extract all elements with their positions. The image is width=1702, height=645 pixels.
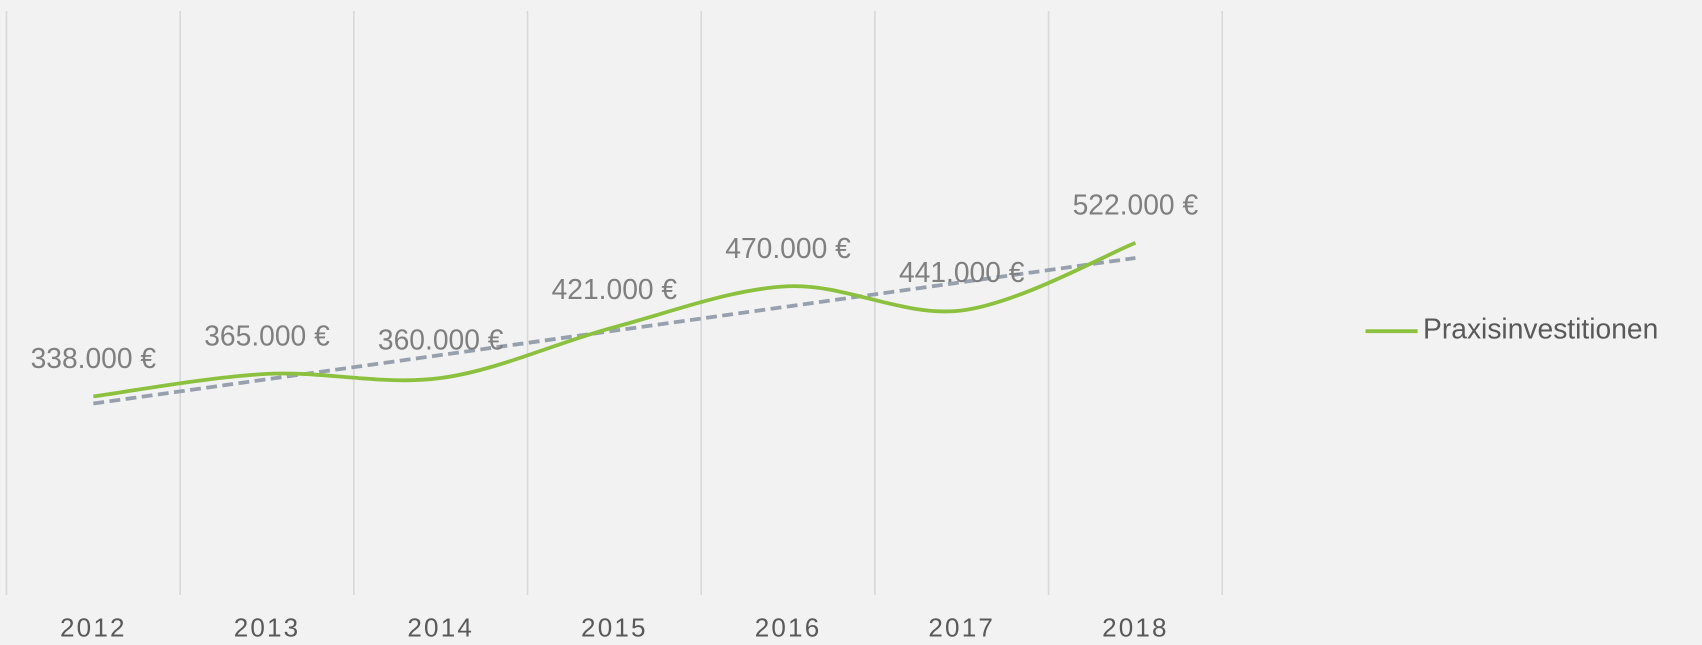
data-label: 338.000 € (31, 342, 157, 374)
data-label: 360.000 € (378, 324, 504, 356)
data-label: 365.000 € (204, 320, 330, 352)
legend-label: Praxisinvestitionen (1423, 313, 1658, 345)
data-label: 470.000 € (725, 232, 851, 264)
series-line (93, 241, 1137, 399)
data-label: 522.000 € (1073, 189, 1199, 221)
x-tick-label: 2017 (928, 613, 995, 643)
x-tick-label: 2018 (1102, 613, 1169, 643)
trendline (93, 256, 1136, 406)
x-tick-label: 2015 (581, 613, 648, 643)
x-tick-label: 2013 (234, 613, 301, 643)
plot (93, 241, 1137, 406)
data-label: 441.000 € (899, 256, 1025, 288)
x-tick-label: 2014 (407, 613, 474, 643)
x-tick-label: 2012 (60, 613, 127, 643)
data-label: 421.000 € (552, 273, 678, 305)
x-tick-label: 2016 (755, 613, 822, 643)
